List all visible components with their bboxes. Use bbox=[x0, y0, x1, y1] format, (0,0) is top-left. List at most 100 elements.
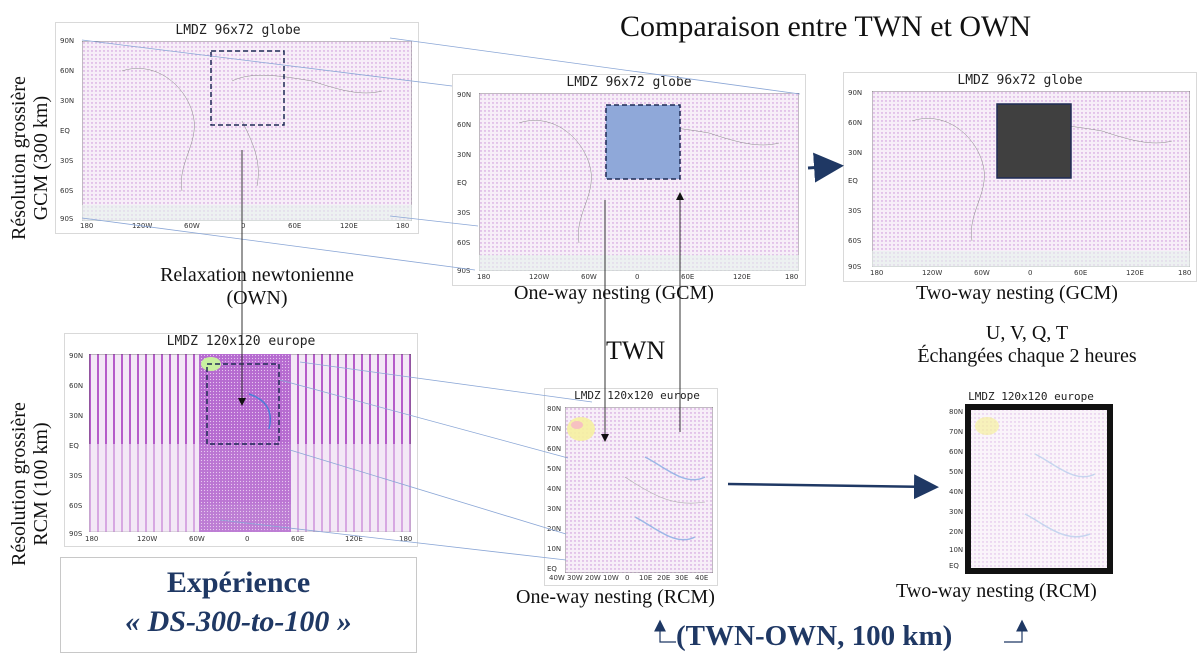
lon-tick: 40E bbox=[695, 574, 709, 582]
lon-tick: 30E bbox=[675, 574, 689, 582]
lat-tick: 60S bbox=[848, 237, 862, 245]
lat-tick: 60N bbox=[547, 445, 562, 453]
lat-tick: 60S bbox=[69, 502, 83, 510]
lon-tick: 180 bbox=[399, 535, 413, 543]
relaxation-line2: (OWN) bbox=[226, 287, 288, 309]
lat-tick: EQ bbox=[547, 565, 557, 573]
lat-tick: 30S bbox=[69, 472, 83, 480]
lon-tick: 120W bbox=[922, 269, 943, 277]
europe-mid-title: LMDZ 120x120 europe bbox=[574, 389, 700, 402]
lon-tick: 180 bbox=[870, 269, 884, 277]
globe-right-map bbox=[872, 91, 1190, 267]
lat-tick: 30N bbox=[60, 97, 75, 105]
oneway-gcm-label: One-way nesting (GCM) bbox=[514, 282, 714, 304]
europe-mid-panel: LMDZ 120x120 europe 80N 70N 60N 50N 40N … bbox=[544, 388, 718, 586]
lat-tick: 60S bbox=[457, 239, 471, 247]
lat-tick: 90N bbox=[848, 89, 863, 97]
lat-tick: 50N bbox=[547, 465, 562, 473]
europe-left-title: LMDZ 120x120 europe bbox=[166, 334, 316, 349]
lat-tick: 30N bbox=[69, 412, 84, 420]
lat-tick: 50N bbox=[949, 468, 964, 476]
lat-tick: 10N bbox=[547, 545, 562, 553]
twn-own-label: (TWN-OWN, 100 km) bbox=[676, 620, 953, 652]
lat-tick: 30S bbox=[60, 157, 74, 165]
globe-left-title: LMDZ 96x72 globe bbox=[175, 23, 301, 38]
experience-box: Expérience « DS-300-to-100 » bbox=[60, 557, 417, 653]
lon-tick: 0 bbox=[1028, 269, 1033, 277]
europe-left-map bbox=[89, 354, 411, 532]
lon-tick: 120E bbox=[345, 535, 363, 543]
lat-tick: 30N bbox=[457, 151, 472, 159]
lon-tick: 30W bbox=[567, 574, 583, 582]
lon-tick: 60W bbox=[189, 535, 205, 543]
globe-mid-title: LMDZ 96x72 globe bbox=[566, 75, 692, 90]
oneway-rcm-label: One-way nesting (RCM) bbox=[516, 586, 715, 608]
lon-tick: 60E bbox=[681, 273, 695, 281]
lon-tick: 120E bbox=[340, 222, 358, 230]
lat-tick: EQ bbox=[69, 442, 79, 450]
lat-tick: 40N bbox=[949, 488, 964, 496]
lon-tick: 0 bbox=[241, 222, 246, 230]
lon-tick: 180 bbox=[477, 273, 491, 281]
lat-tick: 30N bbox=[848, 149, 863, 157]
lat-tick: 80N bbox=[949, 408, 964, 416]
lon-tick: 0 bbox=[245, 535, 250, 543]
diagram-title: Comparaison entre TWN et OWN bbox=[620, 10, 1031, 43]
lat-tick: 90S bbox=[69, 530, 83, 538]
lat-tick: 90S bbox=[457, 267, 471, 275]
lon-tick: 180 bbox=[785, 273, 799, 281]
lat-tick: 90S bbox=[848, 263, 862, 271]
lat-tick: EQ bbox=[848, 177, 858, 185]
lon-tick: 60W bbox=[581, 273, 597, 281]
lon-tick: 120W bbox=[137, 535, 158, 543]
globe-mid-map bbox=[479, 93, 799, 271]
twn-label: TWN bbox=[606, 336, 666, 365]
lat-tick: 60N bbox=[848, 119, 863, 127]
europe-right-panel: LMDZ 120x120 europe 80N 70N 60N 50N 40N … bbox=[945, 390, 1117, 580]
lon-tick: 180 bbox=[1178, 269, 1192, 277]
lat-tick: 60N bbox=[69, 382, 84, 390]
europe-right-title: LMDZ 120x120 europe bbox=[968, 390, 1094, 403]
twoway-rcm-label: Two-way nesting (RCM) bbox=[896, 580, 1097, 602]
lon-tick: 120E bbox=[733, 273, 751, 281]
lon-tick: 60W bbox=[974, 269, 990, 277]
europe-right-map bbox=[965, 404, 1113, 574]
lon-tick: 120W bbox=[529, 273, 550, 281]
globe-right-title: LMDZ 96x72 globe bbox=[957, 73, 1083, 88]
lat-tick: 20N bbox=[949, 528, 964, 536]
lat-tick: EQ bbox=[60, 127, 70, 135]
lat-tick: 40N bbox=[547, 485, 562, 493]
europe-left-panel: LMDZ 120x120 europe 90N 60N 30N EQ 30S 6… bbox=[64, 333, 418, 547]
experience-title: Expérience bbox=[166, 566, 311, 599]
lat-tick: 30N bbox=[949, 508, 964, 516]
lat-tick: 90S bbox=[60, 215, 74, 223]
lon-tick: 20W bbox=[585, 574, 601, 582]
lon-tick: 10E bbox=[639, 574, 653, 582]
europe-mid-map bbox=[565, 407, 713, 573]
globe-mid-panel: LMDZ 96x72 globe 90N 60N 30N EQ 30S 60S … bbox=[452, 74, 806, 286]
lat-tick: 10N bbox=[949, 546, 964, 554]
globe-left-panel: LMDZ 96x72 globe 90N 60N 30N EQ 30S 60S … bbox=[55, 22, 419, 234]
lon-tick: 60E bbox=[1074, 269, 1088, 277]
lon-tick: 0 bbox=[625, 574, 630, 582]
twoway-gcm-label: Two-way nesting (GCM) bbox=[916, 282, 1118, 304]
globe-left-map bbox=[82, 41, 412, 221]
lat-tick: 90N bbox=[60, 37, 75, 45]
lon-tick: 60W bbox=[184, 222, 200, 230]
lat-tick: 90N bbox=[69, 352, 84, 360]
lat-tick: 70N bbox=[949, 428, 964, 436]
lat-tick: 20N bbox=[547, 525, 562, 533]
lat-tick: 30S bbox=[457, 209, 471, 217]
lat-tick: 30S bbox=[848, 207, 862, 215]
lat-tick: 60N bbox=[60, 67, 75, 75]
lat-tick: 30N bbox=[547, 505, 562, 513]
lon-tick: 120E bbox=[1126, 269, 1144, 277]
lon-tick: 0 bbox=[635, 273, 640, 281]
lat-tick: 60N bbox=[949, 448, 964, 456]
relaxation-line1: Relaxation newtonienne bbox=[160, 264, 354, 286]
exchange-line1: U, V, Q, T bbox=[985, 322, 1069, 344]
lon-tick: 40W bbox=[549, 574, 565, 582]
lat-tick: EQ bbox=[457, 179, 467, 187]
relaxation-label: Relaxation newtonienne (OWN) bbox=[117, 264, 397, 310]
